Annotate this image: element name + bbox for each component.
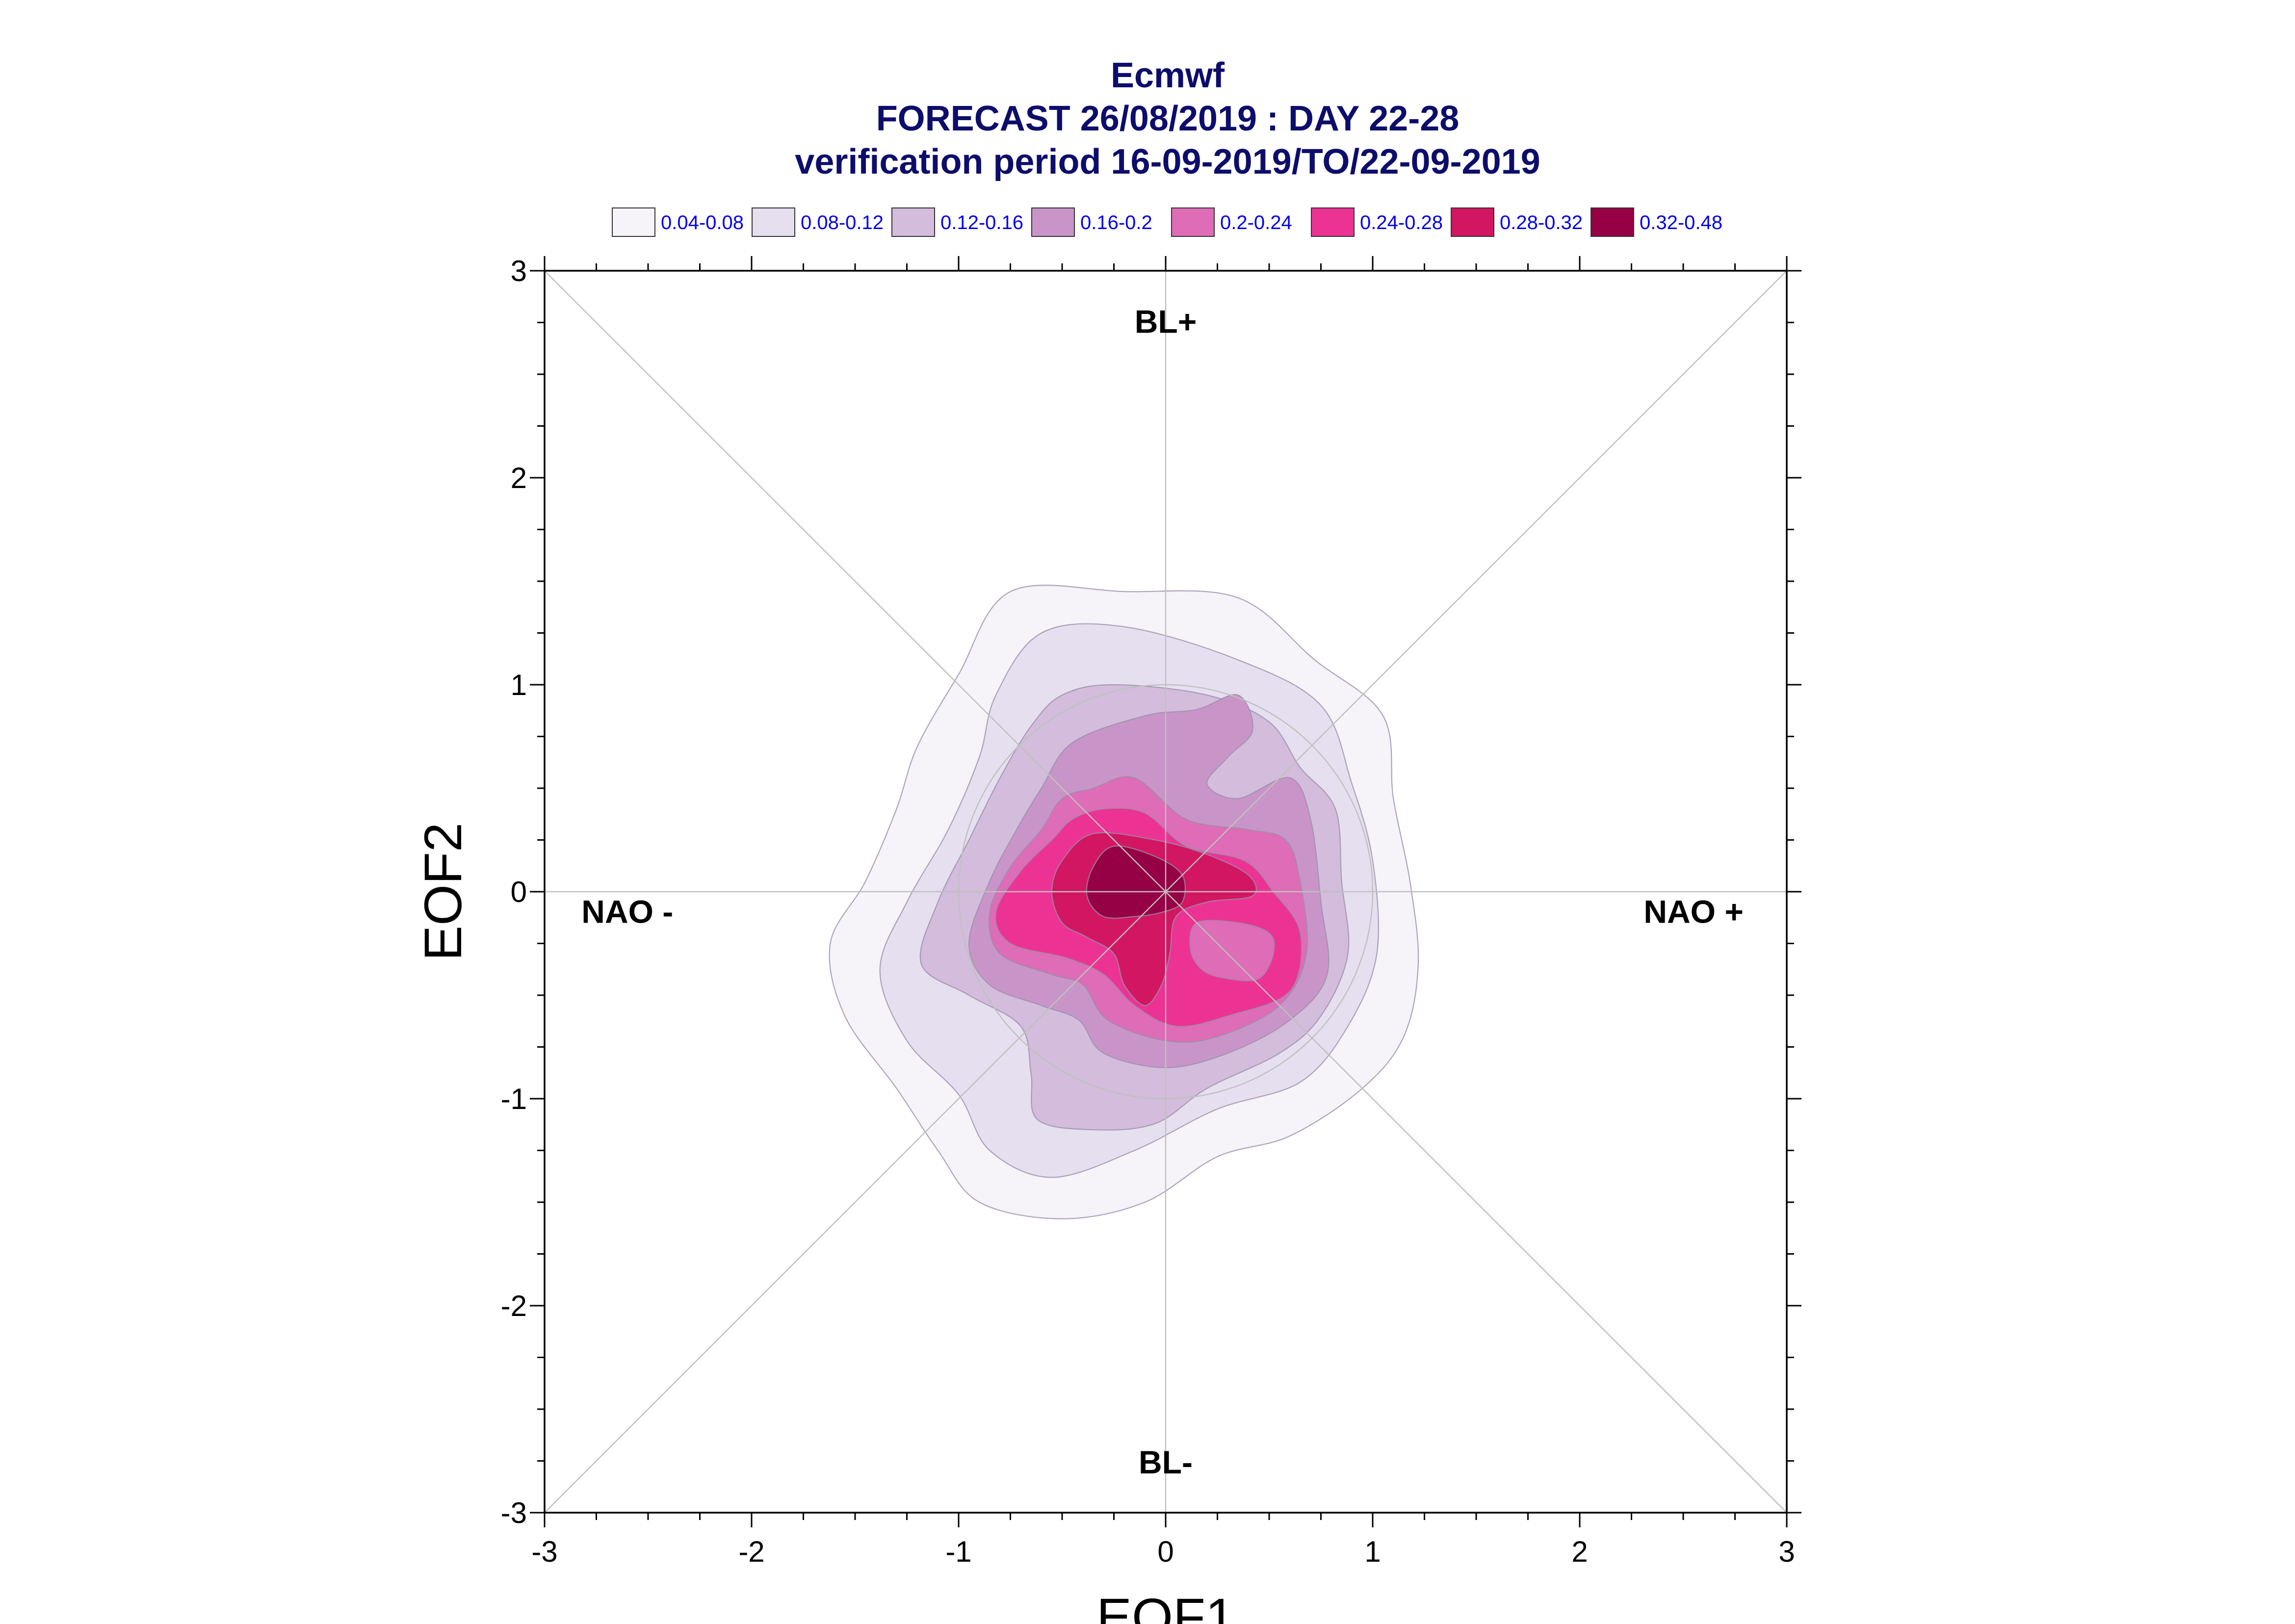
legend-label: 0.2-0.24: [1220, 212, 1292, 233]
x-axis-title: EOF1: [1096, 1587, 1235, 1624]
y-tick-label: -1: [501, 1083, 527, 1115]
legend-swatch: [612, 207, 655, 237]
reference-guides: [544, 270, 1787, 1513]
density-contours: [829, 585, 1419, 1219]
legend-swatch: [891, 207, 935, 237]
legend-swatch: [1311, 207, 1355, 237]
x-tick-label: 2: [1571, 1535, 1588, 1568]
legend-swatch: [1591, 207, 1634, 237]
x-tick-label: 0: [1157, 1535, 1174, 1568]
y-tick-label: 2: [511, 462, 527, 494]
x-tick-label: -2: [738, 1535, 764, 1568]
legend-label: 0.32-0.48: [1640, 212, 1722, 233]
reference-circle: [958, 684, 1374, 1100]
legend-label: 0.28-0.32: [1500, 212, 1583, 233]
x-tick-label: 3: [1778, 1535, 1795, 1568]
legend-label: 0.24-0.28: [1360, 212, 1443, 233]
chart-title: Ecmwf FORECAST 26/08/2019 : DAY 22-28 ve…: [795, 56, 1540, 181]
legend-label: 0.08-0.12: [801, 212, 884, 233]
x-tick-label: -1: [945, 1535, 971, 1568]
contour-0p2-0p24-8: [1189, 920, 1275, 981]
title-line-1: Ecmwf: [1111, 56, 1225, 95]
legend: 0.04-0.08 0.08-0.12 0.12-0.16 0.16-0.2 0.2-0…: [612, 207, 1722, 237]
y-tick-label: 3: [511, 255, 527, 287]
regime-label-nao-plus: NAO +: [1643, 893, 1744, 929]
axis-ticks: -3 -2 -1 0 1 2 3 -3 -2 -1 0 1 2 3: [501, 255, 1801, 1568]
legend-label: 0.16-0.2: [1080, 212, 1152, 233]
legend-label: 0.04-0.08: [661, 212, 744, 233]
legend-swatch: [1031, 207, 1075, 237]
y-tick-label: 1: [511, 669, 527, 701]
title-line-2: FORECAST 26/08/2019 : DAY 22-28: [876, 99, 1460, 138]
x-tick-label: -3: [531, 1535, 557, 1568]
y-tick-label: -2: [501, 1289, 527, 1322]
regime-label-nao-minus: NAO -: [581, 893, 673, 929]
title-line-3: verification period 16-09-2019/TO/22-09-…: [795, 142, 1540, 181]
y-tick-label: -3: [501, 1496, 527, 1529]
legend-swatch: [752, 207, 795, 237]
legend-label: 0.12-0.16: [940, 212, 1023, 233]
legend-swatch: [1171, 207, 1215, 237]
y-tick-label: 0: [511, 876, 527, 908]
regime-label-bl-minus: BL-: [1139, 1444, 1193, 1480]
regime-label-bl-plus: BL+: [1135, 304, 1197, 340]
x-tick-label: 1: [1364, 1535, 1381, 1568]
plot-area: -3 -2 -1 0 1 2 3 -3 -2 -1 0 1 2 3: [501, 255, 1801, 1568]
y-axis-title: EOF2: [413, 823, 472, 961]
legend-swatch: [1451, 207, 1494, 237]
